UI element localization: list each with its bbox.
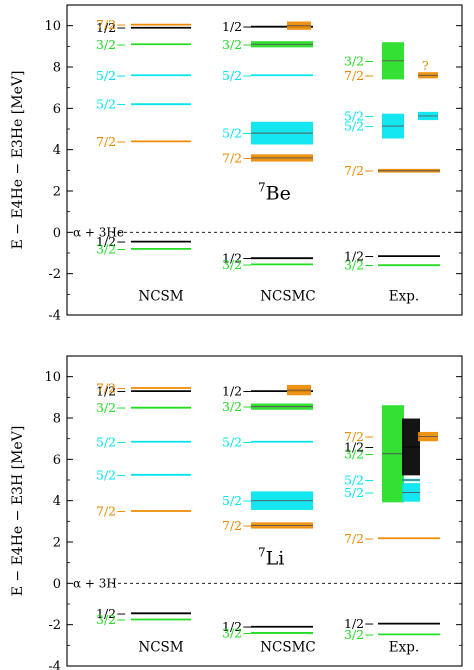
level-spin-label: 5/2−: [344, 119, 375, 134]
level-spin-label: 1/2−: [222, 384, 253, 399]
level-spin-label: 1/2−: [222, 619, 253, 634]
level-spin-label: 5/2−: [344, 485, 375, 500]
column-label-ncsm: NCSM: [138, 640, 183, 656]
y-axis-label: E − E4He − E3H [MeV]: [10, 426, 26, 597]
y-tick-label: 10: [44, 370, 61, 385]
y-tick-label: 4: [53, 494, 61, 509]
column-label-exp: Exp.: [389, 289, 419, 305]
level-spin-label: 1/2−: [222, 19, 253, 34]
level-spin-label: 3/2−: [222, 399, 253, 414]
y-tick-label: 4: [53, 143, 61, 158]
level-spin-label: 5/2−: [222, 126, 253, 141]
level-spin-label: 3/2−: [344, 446, 375, 461]
level-spin-label: 1/2−: [344, 439, 375, 454]
level-spin-label: 1/2−: [96, 20, 127, 35]
level-spin-label: 7/2−: [344, 429, 375, 444]
y-tick-label: -2: [48, 618, 61, 633]
level-spin-label: 3/2−: [222, 257, 253, 272]
nucleus-label: 7Be: [258, 180, 291, 204]
level-spin-label: 3/2−: [222, 625, 253, 640]
nucleus-label: 7Li: [258, 546, 284, 570]
level-spin-label: 1/2−: [344, 249, 375, 264]
level-spin-label: 5/2−: [96, 434, 127, 449]
level-spin-label: 7/2−: [96, 381, 127, 396]
level-spin-label: 7/2−: [96, 504, 127, 519]
level-spin-label: 5/2−: [222, 493, 253, 508]
level-spin-label: 7/2−: [344, 163, 375, 178]
level-spin-label: 5/2−: [96, 97, 127, 112]
y-tick-label: -4: [48, 309, 61, 324]
level-spin-label: 3/2−: [96, 400, 127, 415]
li7-panel: -4 -2 0 2 4 6 8 10 E − E4He − E3H [MeV] α + 3H 7Li…: [10, 355, 463, 670]
level-spin-label: 3/2−: [222, 37, 253, 52]
plot-frame: [66, 4, 463, 316]
level-spin-label: 7/2−: [344, 531, 375, 546]
column-label-ncsm: NCSM: [138, 289, 183, 305]
level-spin-label: 7/2−: [222, 150, 253, 165]
level-spin-label: 5/2−: [344, 108, 375, 123]
level-spin-label: 5/2−: [222, 68, 253, 83]
level-spin-label: 3/2−: [96, 612, 127, 627]
column-label-ncsmc: NCSMC: [260, 289, 316, 305]
level-spin-label: 3/2−: [344, 627, 375, 642]
be7-panel: -4 -2 0 2 4 6 8 10 E − E4He − E3He [MeV] α + 3He 7…: [10, 4, 463, 324]
level-spin-label: 3/2−: [344, 258, 375, 273]
level-spin-label: 7/2−: [344, 68, 375, 83]
level-spin-label: 1/2−: [96, 384, 127, 399]
level-spin-label: 7/2−: [96, 17, 127, 32]
annotation-text: ?: [422, 58, 429, 73]
y-tick-label: 8: [53, 61, 61, 76]
level-spin-label: 5/2−: [96, 68, 127, 83]
level-spin-label: 1/2−: [96, 234, 127, 249]
y-tick-label: -4: [48, 660, 61, 670]
level-spin-label: 7/2−: [96, 134, 127, 149]
threshold-label: α + 3H: [73, 576, 117, 590]
level-spin-label: 1/2−: [344, 616, 375, 631]
level-spin-label: 7/2−: [222, 518, 253, 533]
y-tick-label: 8: [53, 412, 61, 427]
y-axis-label: E − E4He − E3He [MeV]: [10, 71, 26, 250]
y-tick-label: 6: [53, 453, 61, 468]
level-spin-label: 5/2−: [222, 434, 253, 449]
column-label-exp: Exp.: [389, 640, 419, 656]
level-spin-label: 5/2−: [344, 473, 375, 488]
level-spin-label: 3/2−: [96, 37, 127, 52]
y-tick-label: 0: [53, 226, 61, 241]
y-tick-label: 0: [53, 577, 61, 592]
y-tick-label: 2: [53, 536, 61, 551]
plot-frame: [66, 355, 463, 667]
level-spin-label: 5/2−: [96, 467, 127, 482]
level-spin-label: 1/2−: [222, 251, 253, 266]
level-spin-label: 3/2−: [96, 241, 127, 256]
level-spin-label: 3/2−: [344, 53, 375, 68]
level-spin-label: 1/2−: [96, 606, 127, 621]
y-tick-label: 2: [53, 185, 61, 200]
y-tick-label: -2: [48, 267, 61, 282]
y-tick-label: 10: [44, 19, 61, 34]
column-label-ncsmc: NCSMC: [260, 640, 316, 656]
threshold-label: α + 3He: [73, 225, 124, 239]
y-tick-label: 6: [53, 102, 61, 117]
